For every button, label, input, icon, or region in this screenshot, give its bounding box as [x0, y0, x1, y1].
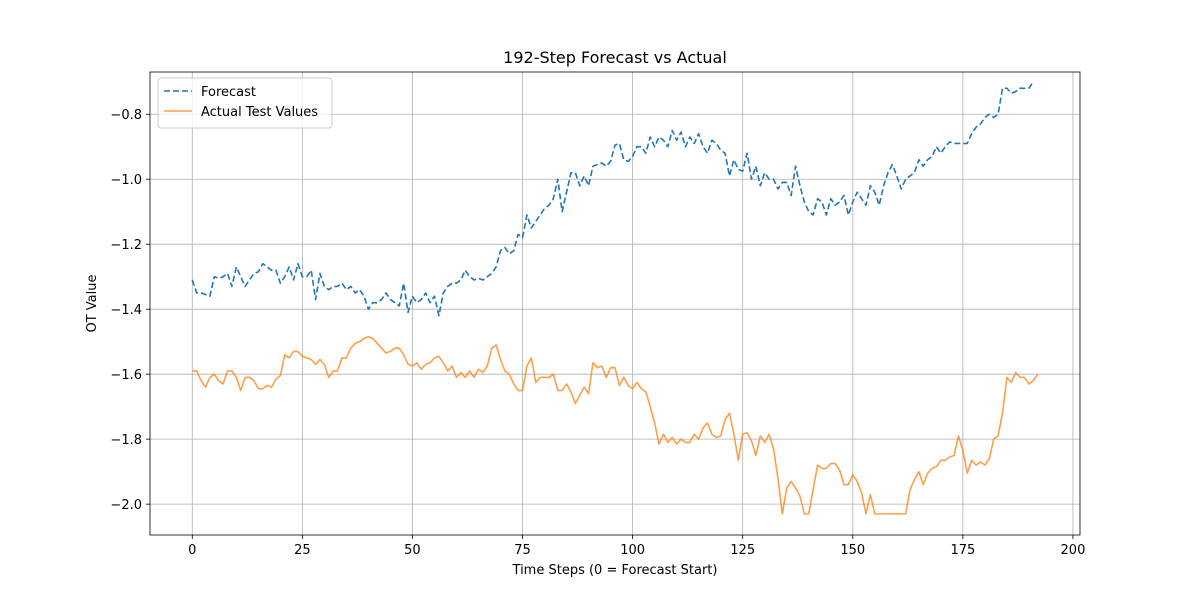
y-tick-label: −1.4 [110, 303, 142, 318]
x-tick-label: 100 [620, 543, 645, 558]
x-tick-label: 175 [950, 543, 975, 558]
x-tick-label: 125 [730, 543, 755, 558]
y-tick-label: −1.8 [110, 433, 142, 448]
y-tick-label: −1.6 [110, 368, 142, 383]
x-axis: 0 25 50 75 100 125 150 175 200 [188, 535, 1085, 558]
legend-label: Forecast [201, 85, 256, 100]
x-tick-label: 200 [1061, 543, 1086, 558]
x-tick-label: 150 [840, 543, 865, 558]
legend-label: Actual Test Values [201, 105, 318, 120]
chart-title: 192-Step Forecast vs Actual [503, 48, 727, 67]
x-axis-label: Time Steps (0 = Forecast Start) [512, 563, 718, 578]
grid [150, 72, 1080, 535]
series-line-actual [192, 336, 1039, 515]
legend: Forecast Actual Test Values [157, 77, 333, 129]
series-layer [191, 81, 1039, 515]
legend-box [157, 77, 333, 129]
x-tick-label: 75 [514, 543, 531, 558]
x-tick-label: 0 [188, 543, 196, 558]
y-tick-label: −0.8 [110, 108, 142, 123]
plot-area [149, 71, 1081, 536]
series-line-forecast [191, 81, 1034, 317]
y-tick-label: −2.0 [110, 498, 142, 513]
x-tick-label: 25 [294, 543, 311, 558]
y-tick-label: −1.0 [110, 173, 142, 188]
x-tick-label: 50 [404, 543, 421, 558]
y-axis: −2.0 −1.8 −1.6 −1.4 −1.2 −1.0 −0.8 [110, 108, 150, 513]
y-tick-label: −1.2 [110, 238, 142, 253]
y-axis-label: OT Value [85, 274, 100, 332]
